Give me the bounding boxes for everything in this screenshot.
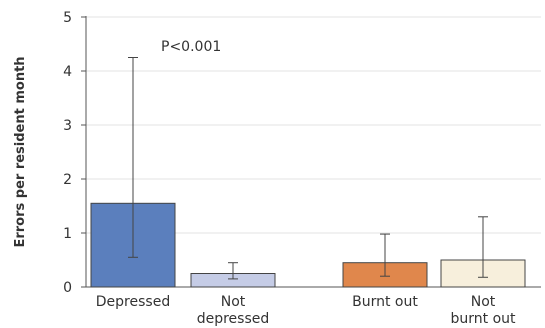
y-tick-label: 5 (63, 10, 72, 26)
y-tick-label: 4 (63, 64, 72, 80)
y-tick-label: 1 (63, 226, 72, 242)
y-tick-label: 3 (63, 118, 72, 134)
p-value-annotation: P<0.001 (161, 39, 221, 55)
category-label: depressed (197, 311, 270, 327)
error-bars (128, 57, 488, 280)
y-axis-label: Errors per resident month (13, 56, 28, 247)
category-label: Burnt out (352, 294, 418, 310)
gridlines (86, 16, 541, 234)
y-tick-label: 2 (63, 172, 72, 188)
category-label: burnt out (450, 311, 516, 327)
bars (90, 202, 526, 288)
category-label: Not (221, 294, 246, 310)
category-label: Depressed (96, 294, 170, 310)
y-tick-label: 0 (63, 280, 72, 296)
y-tick-labels: 0 1 2 3 4 5 (63, 10, 86, 296)
category-label: Not (471, 294, 496, 310)
